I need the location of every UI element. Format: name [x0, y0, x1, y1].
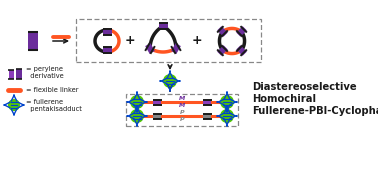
Polygon shape [153, 100, 161, 104]
Polygon shape [102, 47, 112, 53]
Text: Homochiral: Homochiral [252, 94, 316, 104]
Polygon shape [171, 43, 181, 54]
Polygon shape [28, 32, 38, 50]
Text: P: P [180, 110, 184, 115]
Text: M: M [179, 103, 185, 108]
Circle shape [163, 74, 177, 88]
Polygon shape [236, 26, 247, 37]
Text: +: + [192, 35, 202, 47]
Polygon shape [153, 113, 161, 119]
Circle shape [130, 109, 144, 123]
Polygon shape [102, 29, 112, 35]
Polygon shape [217, 26, 228, 37]
Polygon shape [145, 43, 155, 54]
Text: Fullerene-PBI-Cyclophanes: Fullerene-PBI-Cyclophanes [252, 106, 378, 116]
Polygon shape [203, 113, 211, 119]
Polygon shape [217, 45, 228, 56]
Text: Diastereoselective: Diastereoselective [252, 82, 356, 92]
Text: = perylene
  derivative: = perylene derivative [26, 66, 64, 79]
Circle shape [8, 99, 20, 111]
Polygon shape [158, 23, 167, 29]
Text: = flexible linker: = flexible linker [26, 87, 79, 93]
Text: M: M [179, 96, 185, 101]
Circle shape [220, 95, 234, 109]
Text: +: + [125, 35, 135, 47]
Polygon shape [8, 70, 14, 79]
Polygon shape [16, 69, 22, 79]
Circle shape [130, 95, 144, 109]
Text: = fullerene
  pentakisadduct: = fullerene pentakisadduct [26, 100, 82, 113]
Circle shape [220, 109, 234, 123]
Polygon shape [203, 100, 211, 104]
Text: P: P [180, 117, 184, 122]
Polygon shape [236, 45, 247, 56]
